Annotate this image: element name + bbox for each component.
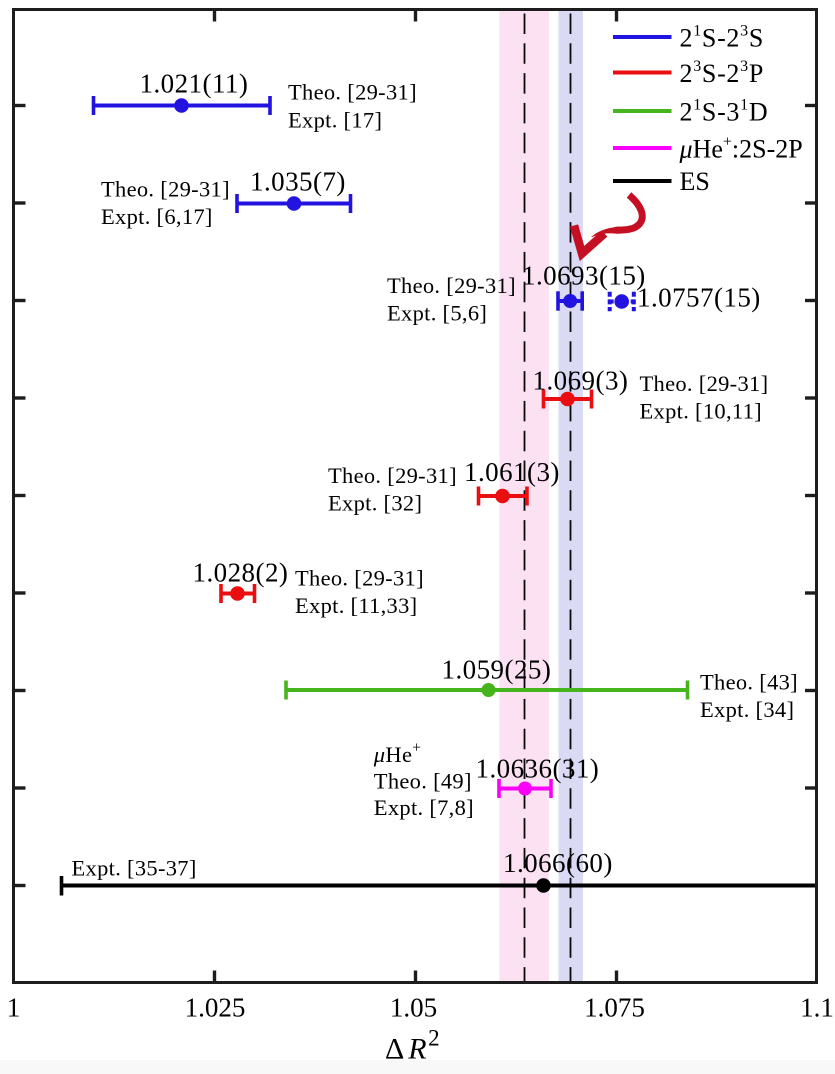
svg-text:Expt. [5,6]: Expt. [5,6]	[387, 301, 487, 326]
svg-text:1.059(25): 1.059(25)	[442, 655, 552, 685]
svg-text:1.05: 1.05	[390, 993, 437, 1023]
svg-text:1.025: 1.025	[185, 993, 246, 1023]
svg-text:Expt. [11,33]: Expt. [11,33]	[295, 593, 417, 618]
svg-text:ΔR2: Δ R2	[385, 1026, 440, 1066]
svg-text:21S-23S: 21S-23S	[680, 23, 765, 53]
svg-text:Theo. [29-31]: Theo. [29-31]	[328, 463, 457, 488]
svg-text:23S-23P: 23S-23P	[680, 58, 765, 88]
svg-text:Theo. [29-31]: Theo. [29-31]	[288, 80, 417, 105]
svg-text:1.069(3): 1.069(3)	[533, 365, 629, 395]
svg-text:1.021(11): 1.021(11)	[140, 69, 249, 99]
svg-text:ES: ES	[680, 167, 710, 196]
svg-text:1.028(2): 1.028(2)	[193, 558, 289, 588]
svg-text:Expt. [34]: Expt. [34]	[700, 697, 794, 722]
svg-text:21S-31D: 21S-31D	[680, 97, 769, 127]
svg-text:1.066(60): 1.066(60)	[503, 848, 613, 878]
svg-text:Theo. [49]: Theo. [49]	[374, 769, 472, 794]
svg-text:Theo. [29-31]: Theo. [29-31]	[640, 371, 769, 396]
svg-text:μHe+: μHe+	[373, 740, 422, 768]
svg-text:Expt. [32]: Expt. [32]	[328, 490, 422, 515]
svg-text:Theo. [43]: Theo. [43]	[700, 669, 798, 694]
svg-text:μHe+:2S-2P: μHe+:2S-2P	[679, 134, 803, 164]
svg-text:1.0757(15): 1.0757(15)	[637, 283, 761, 313]
svg-text:1.035(7): 1.035(7)	[250, 167, 346, 197]
svg-text:1.075: 1.075	[584, 993, 645, 1023]
svg-text:Theo. [29-31]: Theo. [29-31]	[101, 176, 230, 201]
svg-text:1.1: 1.1	[800, 993, 834, 1023]
svg-text:Expt. [7,8]: Expt. [7,8]	[374, 795, 474, 820]
svg-text:Theo. [29-31]: Theo. [29-31]	[387, 273, 516, 298]
svg-text:Expt. [6,17]: Expt. [6,17]	[101, 204, 213, 229]
svg-text:Expt. [17]: Expt. [17]	[288, 107, 382, 132]
svg-text:Expt. [35-37]: Expt. [35-37]	[72, 856, 197, 881]
svg-text:1: 1	[7, 993, 21, 1023]
svg-text:Expt. [10,11]: Expt. [10,11]	[640, 399, 762, 424]
svg-text:1.0693(15): 1.0693(15)	[522, 260, 646, 290]
svg-text:Theo. [29-31]: Theo. [29-31]	[295, 565, 424, 590]
svg-text:1.061(3): 1.061(3)	[464, 457, 560, 487]
svg-text:1.0636(31): 1.0636(31)	[476, 754, 600, 784]
